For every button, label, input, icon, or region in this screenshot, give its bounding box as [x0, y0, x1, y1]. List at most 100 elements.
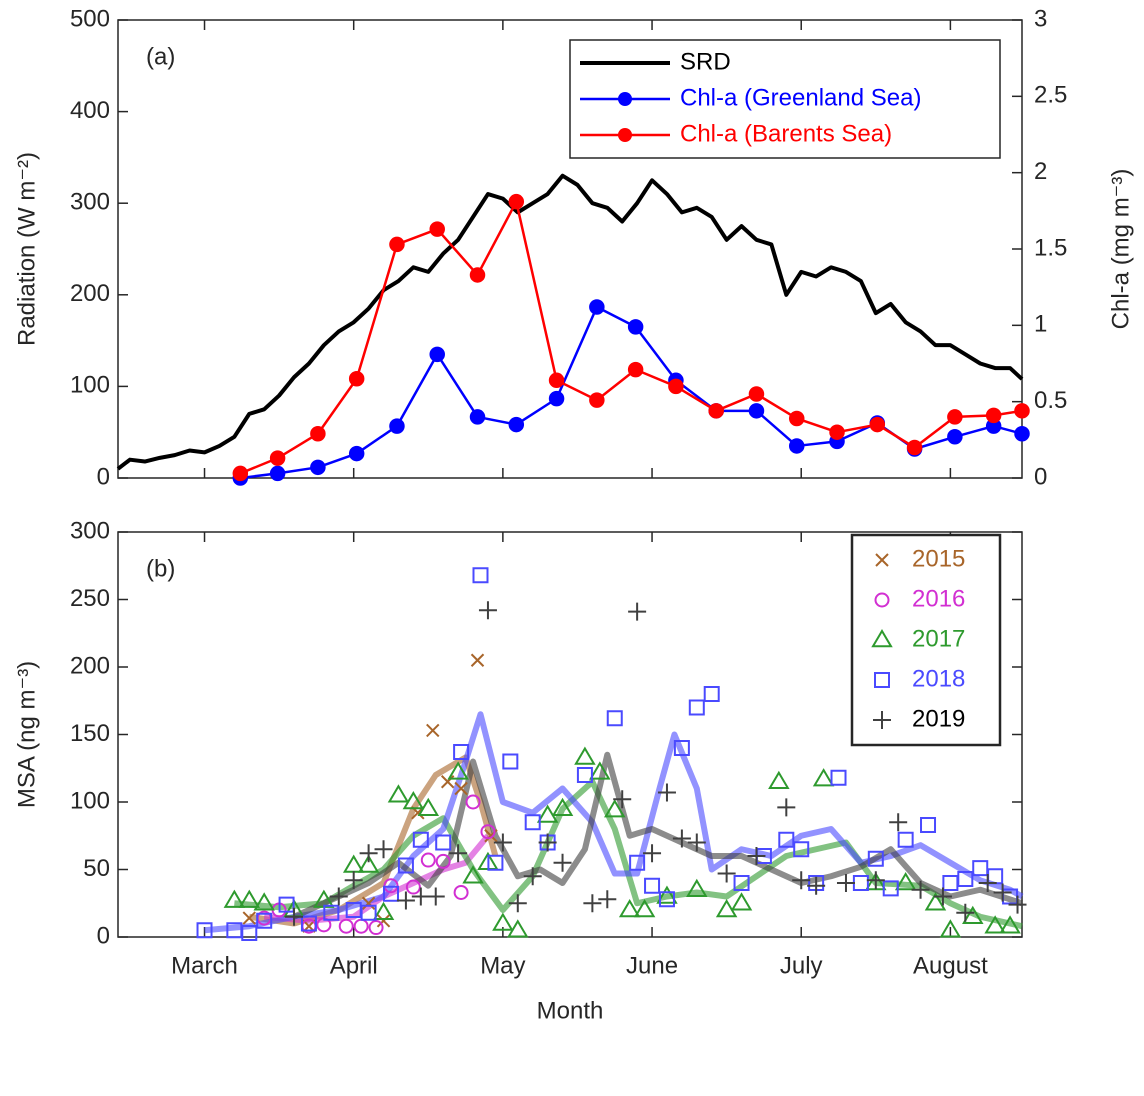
x-axis-label: Month: [537, 997, 604, 1024]
marker: [978, 874, 997, 892]
legend-label: 2017: [912, 625, 965, 652]
marker: [453, 884, 469, 900]
marker: [672, 829, 691, 848]
marker: [223, 889, 246, 908]
y-axis-label: MSA (ng m⁻³): [13, 661, 40, 808]
legend-label: 2016: [912, 585, 965, 612]
marker: [633, 899, 656, 918]
marker: [426, 887, 445, 906]
marker: [627, 361, 644, 378]
marker: [361, 896, 376, 910]
legend-label: 2018: [912, 665, 965, 692]
marker: [962, 905, 984, 925]
marker: [972, 860, 989, 877]
marker: [548, 372, 565, 389]
marker: [338, 918, 354, 934]
marker: [956, 903, 975, 922]
marker: [536, 804, 559, 823]
x-tick-label: April: [330, 952, 378, 979]
marker: [323, 904, 340, 921]
marker: [673, 740, 690, 756]
y2-tick-label: 0: [1034, 463, 1047, 490]
marker: [589, 299, 605, 315]
marker: [502, 753, 519, 770]
marker: [656, 885, 678, 904]
marker: [462, 865, 484, 884]
marker: [920, 816, 937, 833]
panel-label: (a): [146, 43, 175, 70]
legend-marker: [873, 711, 891, 729]
marker: [232, 465, 249, 482]
marker: [852, 875, 869, 891]
marker: [613, 790, 632, 809]
marker: [389, 236, 405, 253]
series-line: [239, 200, 1023, 475]
marker: [715, 899, 738, 918]
marker: [869, 416, 886, 433]
marker: [658, 891, 675, 908]
y2-tick-label: 1: [1034, 311, 1047, 338]
marker: [269, 465, 286, 482]
y2-tick-label: 3: [1034, 5, 1047, 32]
marker: [478, 601, 497, 620]
marker: [628, 602, 647, 621]
marker: [507, 919, 529, 938]
x-tick-label: June: [626, 952, 678, 979]
marker: [748, 386, 765, 402]
marker: [387, 784, 410, 803]
legend-marker: [874, 592, 890, 608]
y2-tick-label: 2.5: [1034, 82, 1067, 109]
marker: [686, 878, 708, 898]
marker: [449, 844, 468, 863]
marker: [933, 887, 952, 906]
legend-marker: [874, 672, 890, 688]
marker: [643, 844, 662, 863]
marker: [238, 889, 261, 908]
marker: [383, 878, 399, 894]
marker: [939, 919, 962, 938]
marker: [487, 854, 504, 871]
smooth-line: [292, 751, 1023, 920]
marker: [777, 798, 796, 817]
marker: [376, 914, 391, 928]
marker: [329, 887, 348, 906]
marker: [985, 407, 1002, 424]
marker: [589, 761, 611, 780]
y-tick-label: 100: [70, 787, 110, 814]
marker: [984, 915, 1006, 934]
panel-label: (b): [146, 555, 175, 582]
y-tick-label: 300: [70, 517, 110, 544]
y2-axis-label: Chl-a (mg m⁻³): [1107, 169, 1134, 330]
y-tick-label: 250: [70, 585, 110, 612]
marker: [866, 871, 885, 890]
marker: [440, 775, 455, 789]
marker: [539, 834, 556, 851]
marker: [618, 899, 641, 918]
y-tick-label: 300: [70, 189, 110, 216]
marker: [508, 416, 525, 433]
marker: [353, 918, 369, 934]
marker: [836, 874, 855, 892]
legend-label: SRD: [680, 48, 731, 75]
marker: [889, 813, 908, 832]
x-tick-label: March: [171, 952, 238, 979]
y2-tick-label: 1.5: [1034, 234, 1067, 261]
marker: [285, 907, 304, 926]
marker: [644, 877, 661, 894]
marker: [829, 424, 845, 440]
marker: [269, 450, 286, 466]
y2-tick-label: 0.5: [1034, 387, 1067, 414]
marker: [492, 912, 514, 931]
marker: [374, 840, 393, 859]
legend-swatch-marker: [618, 128, 632, 142]
marker: [606, 710, 623, 727]
marker: [389, 418, 405, 434]
marker: [598, 890, 617, 909]
y-tick-label: 200: [70, 280, 110, 307]
marker: [242, 911, 256, 925]
marker: [589, 392, 605, 408]
marker: [576, 767, 593, 783]
marker: [792, 871, 811, 890]
marker: [911, 880, 930, 899]
marker: [604, 799, 626, 818]
